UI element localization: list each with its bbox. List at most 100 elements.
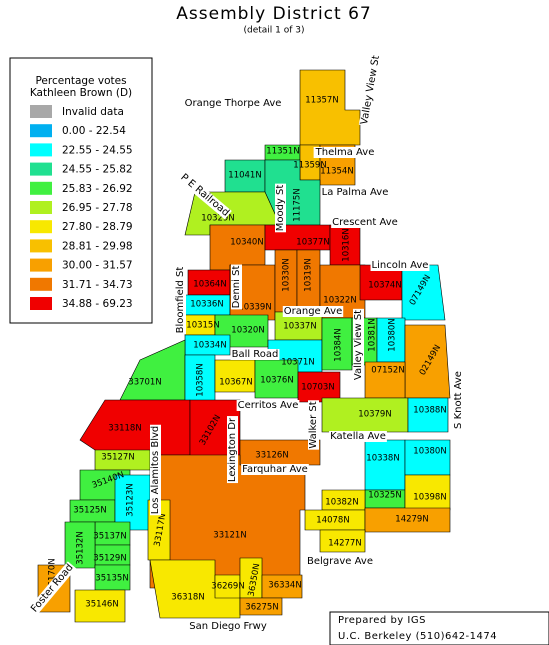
title: Assembly District 67 [176,4,371,24]
precinct-label: 36269N [211,582,244,592]
precinct-label: 10377N [296,238,329,248]
precinct-label: 10329N [201,214,234,224]
precinct-label: 10388N [413,406,446,416]
street-label-bg [231,264,242,310]
precinct [321,317,353,371]
precinct-label: 10358N [196,363,206,396]
legend-label: 30.00 - 31.57 [62,260,133,272]
street-label: Belgrave Ave [307,556,373,567]
precinct-label: 10315N [186,321,219,331]
street-label-bg [320,187,390,198]
street-label-bg [236,400,300,411]
precinct-label: 10336N [190,300,223,310]
precinct-label: 35127N [101,453,134,463]
precinct-label: 10330N [282,258,292,291]
precinct-label: 35137N [93,532,126,542]
precinct-label: 36334N [268,581,301,591]
street-label-bg [230,349,280,360]
precinct [94,564,131,591]
precinct-label: 35132N [76,531,86,564]
legend-title: Kathleen Brown (D) [30,87,132,99]
precinct [407,397,449,433]
street-label-bg [227,416,238,484]
street-label-bg [275,183,286,233]
street-label: Orange Ave [284,306,342,317]
precinct-label: 10376N [260,376,293,386]
street-label: Lexington Dr [227,417,238,482]
legend-label: Invalid data [62,106,124,118]
precinct [74,589,126,623]
precinct-label: 10703N [301,383,334,393]
street-label-bg [306,556,374,567]
precinct-label: 10371N [281,358,314,368]
precinct-label: 33701N [128,378,161,388]
street-label: Farquhar Ave [242,464,308,475]
street-label: S Knott Ave [453,371,464,429]
precinct [404,439,451,476]
precinct-label: 14078N [316,516,349,526]
credit: Prepared by IGS [338,615,426,626]
street-label: Bloomfield St [175,267,186,334]
precinct-label: 07152N [371,366,404,376]
precinct-label: 35146N [85,600,118,610]
precinct [239,597,283,616]
legend-swatch [30,181,52,195]
street-label-bg [331,217,399,228]
precinct [299,69,361,146]
street-label-bg [453,370,464,430]
legend-title: Percentage votes [35,75,126,87]
street-label-bg [358,53,383,127]
legend-swatch [30,201,52,214]
precinct-label: 11359N [293,161,326,171]
precinct-label: 10338N [366,454,399,464]
street-label: Walker St [308,401,319,448]
precinct-label: 10319N [304,258,314,291]
precinct-label: 10384N [334,328,344,361]
street-label-bg [188,621,268,632]
precinct [119,339,186,401]
precinct-label: 33118N [108,424,141,434]
legend-swatch [30,105,52,118]
legend-label: 34.88 - 69.23 [62,298,133,310]
precinct-label: 10379N [358,410,391,420]
street-label-bg [370,260,430,271]
subtitle: (detail 1 of 3) [243,26,304,36]
legend-swatch [30,258,52,272]
legend-swatch [30,277,52,291]
precinct-label: 10340N [230,238,263,248]
precinct-label: 10367N [219,378,252,388]
precinct-label: 11354N [320,167,353,177]
credit: U.C. Berkeley (510)642-1474 [338,631,497,642]
precinct-label: 10322N [323,296,356,306]
street-label-bg [282,306,344,317]
legend-label: 22.55 - 24.55 [62,144,133,156]
precinct [261,574,303,599]
precinct-label: 36318N [171,593,204,603]
precinct-label: 10325N [368,491,401,501]
street-label: La Palma Ave [322,187,389,198]
legend-label: 28.81 - 29.98 [62,240,133,252]
precinct-label: 10380N [413,447,446,457]
street-label-bg [150,424,161,516]
legend-swatch [30,220,52,234]
street-label-bg [175,265,186,335]
street-label: Cerritos Ave [238,400,299,411]
legend-label: 26.95 - 27.78 [62,202,133,214]
precinct-label: 35123N [126,483,136,516]
legend-label: 25.83 - 26.92 [62,183,133,195]
credit-box [329,611,549,645]
street-label-bg [313,147,376,158]
street-label: Valley View St [353,310,364,380]
street-label-bg [241,464,309,475]
street-label-bg [177,171,232,220]
street-label: Valley View St [359,55,382,126]
precinct-label: 14279N [395,515,428,525]
street-label-bg [353,308,364,382]
precinct [364,507,451,533]
precinct-label: 10334N [193,341,226,351]
precinct-label: 10320N [231,326,264,336]
precinct-label: 36275N [245,603,278,613]
street-label: Ball Road [232,349,279,360]
precinct-label: 10381N [368,318,378,351]
